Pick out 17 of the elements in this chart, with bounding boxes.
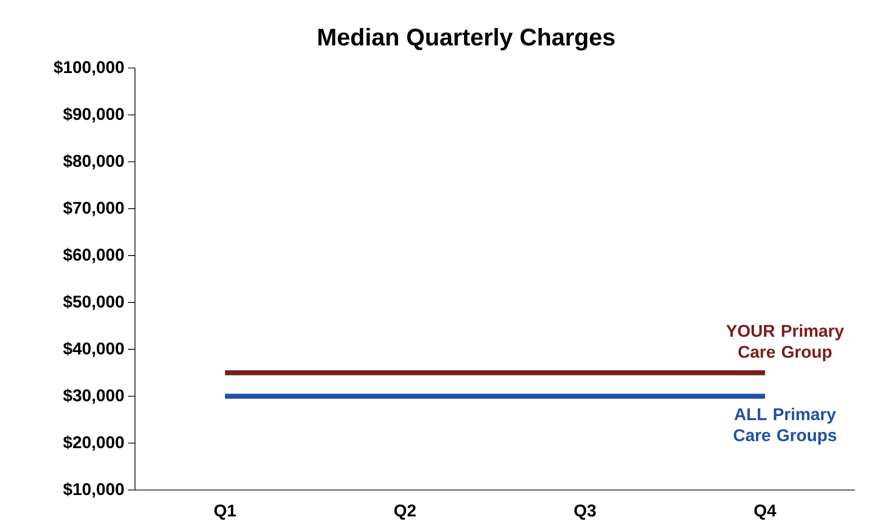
- y-tick-label: $100,000: [54, 60, 124, 76]
- series-label: YOUR Primary Care Group: [726, 324, 844, 362]
- x-tick-label: Q4: [754, 504, 776, 520]
- y-tick-label: $40,000: [63, 342, 124, 357]
- y-tick-label: $10,000: [63, 482, 124, 498]
- y-tick-label: $50,000: [63, 294, 124, 310]
- y-tick-label: $90,000: [63, 107, 124, 123]
- y-tick-label: $70,000: [63, 201, 124, 216]
- y-tick-label: $60,000: [63, 248, 124, 264]
- y-tick-label: $30,000: [63, 388, 124, 404]
- x-tick-label: Q1: [214, 504, 236, 520]
- x-tick-label: Q3: [574, 504, 596, 520]
- y-tick-label: $80,000: [63, 154, 124, 170]
- chart-title: Median Quarterly Charges: [318, 28, 615, 50]
- x-tick-label: Q2: [394, 504, 416, 520]
- y-tick-label: $20,000: [63, 435, 124, 451]
- series-label: ALL Primary Care Groups: [734, 408, 836, 445]
